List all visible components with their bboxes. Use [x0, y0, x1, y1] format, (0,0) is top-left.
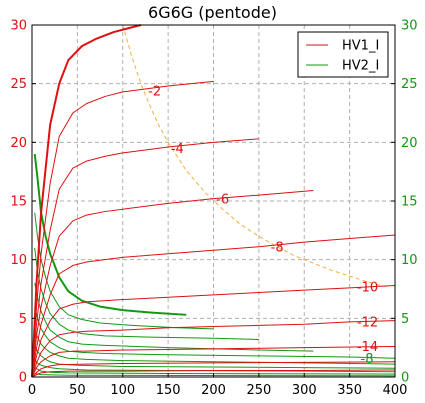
legend-label-hv2: HV2_I: [342, 59, 379, 74]
hv2-curve-0: [33, 153, 187, 316]
hv1-curve-8: [31, 361, 396, 378]
legend-box: [297, 31, 389, 78]
curve-annotations: -2-4-6-8-10-12-14-8: [148, 84, 378, 367]
y2-tick-label: 10: [401, 253, 418, 268]
y-tick-label: 20: [10, 136, 27, 151]
x-tick-label: 300: [292, 383, 317, 398]
hv1-curve-3: [31, 189, 314, 378]
x-tick-label: 400: [383, 383, 408, 398]
legend: HV1_I HV2_I: [297, 31, 389, 78]
hv1-curve-0: [31, 24, 142, 378]
curve-annotation: -6: [216, 192, 229, 207]
curve-annotation: -8: [361, 352, 374, 367]
x-tick-label: 200: [201, 383, 226, 398]
y2-tick-label: 20: [401, 136, 418, 151]
dissipation-curve: [122, 24, 387, 288]
curve-annotation: -4: [171, 142, 184, 157]
curve-annotation: -10: [357, 280, 378, 295]
x-tick-label: 250: [246, 383, 271, 398]
y-tick-label: 0: [19, 371, 27, 386]
y-tick-label: 5: [19, 312, 27, 327]
curve-annotation: -2: [148, 84, 161, 99]
hv1-curve-4: [31, 234, 396, 378]
hv1-curve-7: [31, 345, 396, 378]
legend-label-hv1: HV1_I: [342, 39, 379, 54]
hv1-curve-6: [31, 320, 396, 378]
x-tick-label: 350: [337, 383, 362, 398]
hv1-curve-5: [31, 284, 396, 378]
y2-tick-label: 15: [401, 195, 418, 210]
hv2-curve-8: [34, 367, 396, 375]
y2-tick-label: 0: [401, 371, 409, 386]
curve-annotation: -12: [357, 316, 378, 331]
y-tick-label: 10: [10, 253, 27, 268]
curve-annotation: -8: [271, 240, 284, 255]
x-tick-label: 150: [156, 383, 181, 398]
hv1-curve-2: [31, 138, 259, 378]
x-tick-label: 100: [110, 383, 135, 398]
x-tick-label: 50: [69, 383, 86, 398]
series-group: [31, 24, 396, 378]
x-tick-label: 0: [28, 383, 36, 398]
hv1-curve-9: [31, 369, 396, 378]
y-tick-label: 30: [10, 19, 27, 34]
dissipation-curve-group: [122, 24, 387, 288]
y2-tick-label: 30: [401, 19, 418, 34]
hv1-curve-1: [31, 80, 214, 378]
y-tick-label: 25: [10, 77, 27, 92]
curve-annotation: -14: [357, 340, 378, 355]
chart-title: 6G6G (pentode): [148, 3, 277, 22]
grid-lines: [32, 25, 395, 377]
y2-tick-label: 25: [401, 77, 418, 92]
y2-tick-label: 5: [401, 312, 409, 327]
y-tick-label: 15: [10, 195, 27, 210]
